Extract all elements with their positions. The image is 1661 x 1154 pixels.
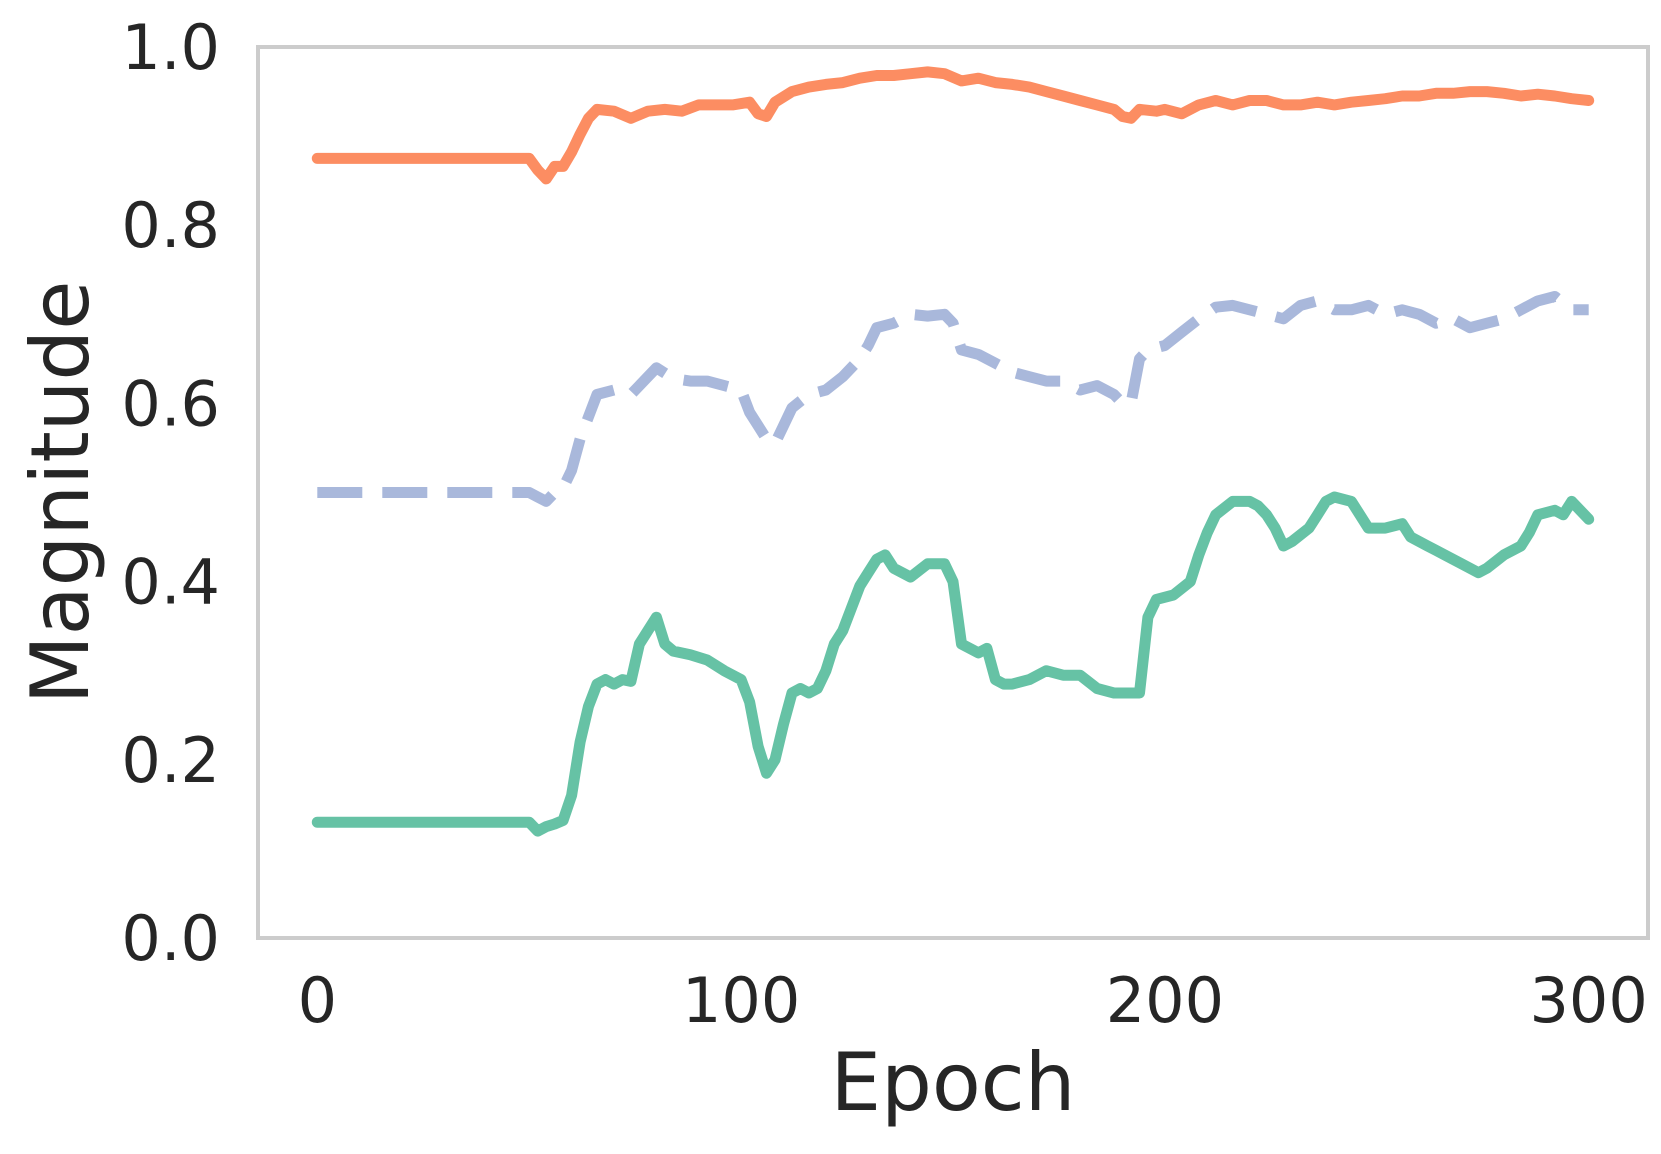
y-tick-label: 0.6	[121, 367, 220, 440]
x-tick-label: 300	[1529, 964, 1647, 1037]
x-tick-label: 200	[1106, 964, 1224, 1037]
x-tick-label: 0	[298, 964, 337, 1037]
series-line-2	[317, 291, 1589, 507]
y-tick-label: 0.4	[121, 546, 220, 619]
plot-frame	[256, 45, 1650, 940]
x-tick-label: 100	[682, 964, 800, 1037]
y-axis-label: Magnitude	[14, 281, 107, 705]
series-line-3	[311, 491, 1595, 837]
y-tick-label: 0.8	[121, 189, 220, 262]
y-tick-label: 0.2	[121, 724, 220, 797]
y-tick-label: 1.0	[121, 11, 220, 84]
series-line-1	[311, 66, 1595, 185]
x-axis-label: Epoch	[831, 1036, 1076, 1129]
y-tick-label: 0.0	[121, 902, 220, 975]
